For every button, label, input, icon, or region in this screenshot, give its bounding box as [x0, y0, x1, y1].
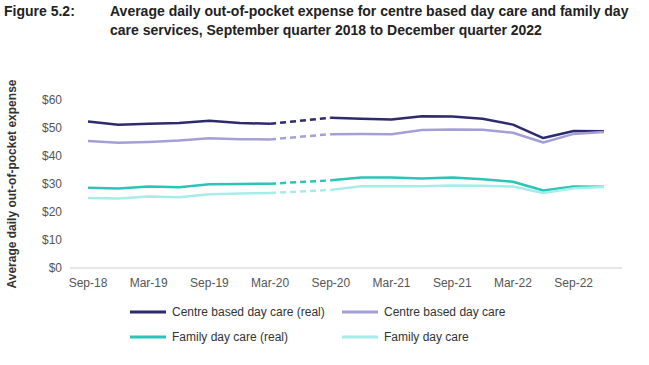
gap-bridge	[270, 118, 331, 124]
y-tick-label: $40	[42, 149, 62, 163]
legend-label: Centre based day care	[384, 305, 506, 319]
x-tick-label: Mar-20	[251, 276, 289, 290]
series	[88, 185, 604, 198]
y-tick-label: $60	[42, 93, 62, 107]
y-tick-label: $50	[42, 121, 62, 135]
gap-bridge	[270, 180, 331, 183]
title-text: care services, September quarter 2018 to…	[110, 22, 542, 38]
series-line	[88, 129, 604, 142]
legend-label: Centre based day care (real)	[172, 305, 325, 319]
plot-area	[88, 116, 604, 198]
legend-label: Family day care (real)	[172, 330, 288, 344]
y-tick-label: $0	[49, 261, 63, 275]
x-tick-label: Mar-21	[373, 276, 411, 290]
title-text: Average daily out-of-pocket expense for …	[110, 3, 629, 19]
gap-bridge	[270, 190, 331, 193]
y-axis: $0 $10 $20 $30 $40 $50 $60	[42, 93, 622, 275]
y-tick-label: $10	[42, 233, 62, 247]
series	[88, 129, 604, 142]
legend: Centre based day care (real) Centre based…	[130, 305, 506, 344]
legend-swatch	[342, 311, 378, 314]
title-label: Figure 5.2:	[4, 3, 75, 19]
legend-label: Family day care	[384, 330, 469, 344]
x-tick-label: Sep-20	[311, 276, 350, 290]
legend-swatch	[130, 336, 166, 339]
chart: Figure 5.2: Average daily out-of-pocket e…	[0, 0, 649, 365]
y-tick-label: $30	[42, 177, 62, 191]
y-tick-label: $20	[42, 205, 62, 219]
x-tick-label: Sep-18	[69, 276, 108, 290]
legend-swatch	[342, 336, 378, 339]
x-tick-label: Sep-22	[554, 276, 593, 290]
x-tick-label: Mar-22	[494, 276, 532, 290]
gap-bridge	[270, 134, 331, 139]
y-axis-label: Average daily out-of-pocket expense	[5, 79, 19, 288]
x-axis: Sep-18 Mar-19 Sep-19 Mar-20 Sep-20 Mar-21 Sep-…	[69, 276, 594, 290]
legend-swatch	[130, 311, 166, 314]
title: Figure 5.2: Average daily out-of-pocket e…	[4, 3, 629, 38]
baseline	[70, 268, 622, 269]
x-tick-label: Mar-19	[130, 276, 168, 290]
x-tick-label: Sep-21	[433, 276, 472, 290]
series-line	[88, 185, 604, 198]
x-tick-label: Sep-19	[190, 276, 229, 290]
